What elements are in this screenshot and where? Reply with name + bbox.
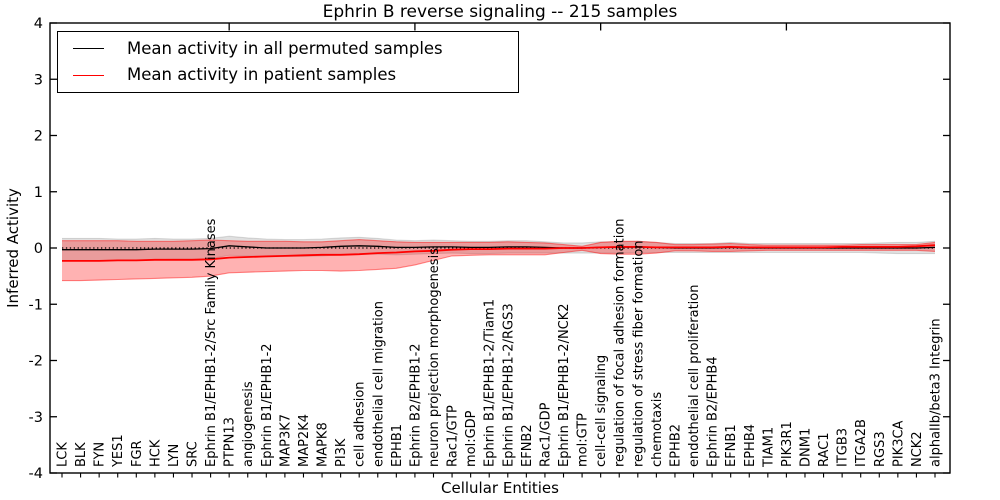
x-category-label: regulation of stress fiber formation: [631, 240, 646, 467]
x-category-label: EPHB2: [668, 424, 683, 467]
legend-label: Mean activity in all permuted samples: [127, 38, 443, 58]
y-tick-label: 1: [34, 185, 43, 201]
x-category-label: FGR: [130, 440, 145, 467]
legend: Mean activity in all permuted samples Me…: [57, 31, 519, 93]
permuted-std-band-upper-edge: [62, 235, 936, 245]
x-category-label: cell-cell signaling: [594, 355, 609, 467]
y-tick-label: 2: [34, 129, 43, 145]
x-category-label: MAPK8: [316, 422, 331, 467]
y-tick-label: -1: [29, 297, 43, 313]
x-category-label: endothelial cell migration: [371, 301, 386, 467]
x-category-label: HCK: [148, 439, 163, 467]
x-category-label: RAC1: [817, 432, 832, 467]
patient-std-band-lower-edge: [62, 249, 936, 282]
x-category-label: Rac1/GTP: [446, 405, 461, 467]
x-category-label: LYN: [167, 444, 182, 467]
y-tick-label: 0: [34, 241, 43, 257]
x-category-label: Ephrin B1/EPHB1-2: [260, 343, 275, 467]
legend-item: Mean activity in all permuted samples: [58, 38, 518, 58]
patient-std-band: [62, 239, 935, 281]
x-category-label: TIAM1: [761, 427, 776, 468]
chart-title: Ephrin B reverse signaling -- 215 sample…: [322, 2, 678, 22]
x-category-label: cell adhesion: [353, 381, 368, 467]
permuted-line-swatch-icon: [73, 48, 104, 50]
x-category-label: EFNB1: [724, 424, 739, 467]
y-tick-label: -2: [29, 354, 43, 370]
patient-line-swatch-icon: [73, 74, 104, 76]
patient-mean-line: [62, 244, 936, 262]
x-category-label: Ephrin B1/EPHB1-2/NCK2: [557, 303, 572, 467]
x-category-label: Ephrin B2/EPHB1-2: [408, 343, 423, 467]
x-category-label: LCK: [56, 442, 71, 467]
x-category-label: BLK: [74, 442, 89, 467]
x-category-label: neuron projection morphogenesis: [427, 248, 442, 467]
x-category-label: Rac1/GDP: [538, 402, 553, 467]
x-category-label: RGS3: [873, 431, 888, 467]
x-category-label: regulation of focal adhesion formation: [613, 218, 628, 467]
x-category-label: EPHB4: [743, 424, 758, 467]
x-category-label: mol:GTP: [576, 413, 591, 467]
x-axis-label: Cellular Entities: [441, 479, 559, 497]
x-category-label: FYN: [93, 442, 108, 467]
y-tick-label: -4: [29, 466, 43, 482]
x-category-label: ITGA2B: [854, 419, 869, 467]
x-category-label: mol:GDP: [464, 410, 479, 467]
x-category-label: endothelial cell proliferation: [687, 285, 702, 468]
legend-label: Mean activity in patient samples: [127, 64, 397, 84]
legend-item: Mean activity in patient samples: [58, 64, 518, 84]
x-category-label: Ephrin B1/EPHB1-2/RGS3: [501, 303, 516, 467]
x-category-label: MAP2K4: [297, 414, 312, 467]
x-category-label: SRC: [186, 441, 201, 467]
x-category-label: Ephrin B1/EPHB1-2/Tiam1: [483, 299, 498, 467]
x-category-label: DNM1: [798, 428, 813, 467]
x-category-label: ITGB3: [836, 428, 851, 467]
patient-std-band-upper-edge: [62, 239, 936, 247]
x-category-label: alphaIIb/beta3 Integrin: [929, 318, 944, 467]
x-category-label: PIK3CA: [891, 420, 906, 467]
x-category-label: MAP3K7: [278, 414, 293, 467]
x-category-label: YES1: [111, 434, 126, 468]
x-category-label: NCK2: [910, 431, 925, 467]
y-tick-label: 3: [34, 72, 43, 88]
x-category-label: PI3K: [334, 438, 349, 467]
x-category-label: PIK3R1: [780, 421, 795, 467]
x-category-label: Ephrin B2/EPHB4: [706, 356, 721, 467]
x-category-label: chemotaxis: [650, 392, 665, 467]
x-category-label: EFNB2: [520, 424, 535, 467]
y-tick-label: 4: [34, 16, 43, 32]
y-tick-label: -3: [29, 410, 43, 426]
x-category-label: angiogenesis: [241, 381, 256, 467]
x-category-label: Ephrin B1/EPHB1-2/Src Family Kinases: [204, 218, 219, 467]
x-category-label: EPHB1: [390, 424, 405, 467]
x-category-label: PTPN13: [223, 417, 238, 467]
